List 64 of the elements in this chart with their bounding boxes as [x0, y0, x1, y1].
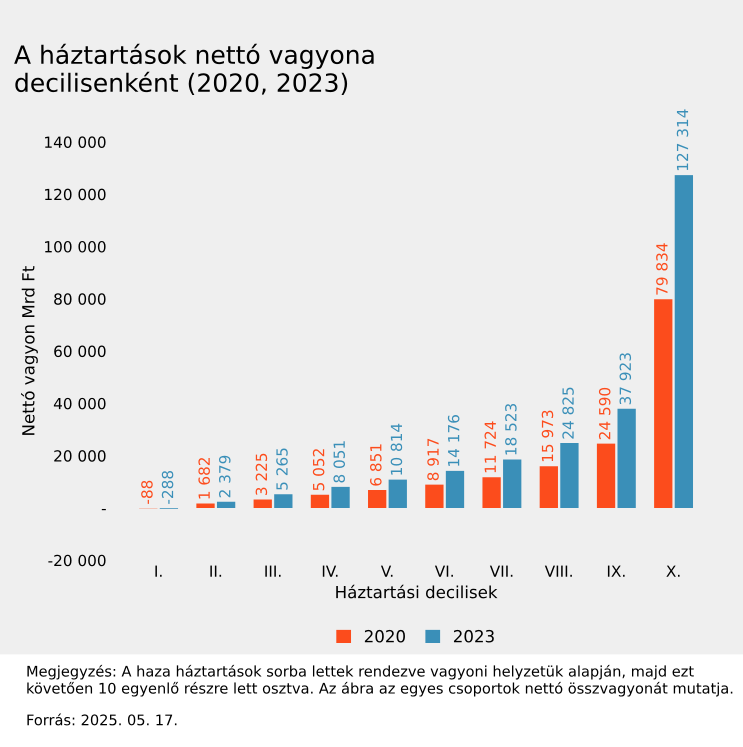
bar	[654, 299, 672, 508]
text: Forrás: 2025. 05. 17.	[27, 714, 176, 726]
bar	[596, 444, 616, 508]
data-label: 18 523	[505, 404, 517, 455]
data-label: 37 923	[620, 353, 632, 404]
y-axis-title: Nettó vagyon Mrd Ft	[21, 266, 38, 435]
x-tick-label: V.	[380, 566, 392, 577]
data-label: 14 176	[448, 415, 460, 466]
bar	[503, 460, 522, 508]
bar	[540, 466, 558, 508]
x-tick-label: VI.	[434, 566, 453, 577]
data-label: 2 379	[218, 456, 231, 498]
data-label: 24 590	[598, 388, 610, 440]
data-label: 15 973	[542, 410, 554, 462]
x-tick-label: III.	[265, 566, 281, 577]
bar	[310, 494, 330, 508]
x-tick-label: VIII.	[544, 566, 572, 577]
bar	[446, 470, 464, 508]
bar	[274, 494, 292, 508]
text: Megjegyzés: A haza háztartások sorba lettek rendezve vagyoni helyzetük alapján, majd ezt követően 10 egyenlő részre lett osztva. Az ábra az egyes csoportok nettó összvagyonát mutatja.	[27, 664, 732, 697]
data-label: 24 825	[562, 388, 574, 439]
bar	[388, 480, 407, 508]
data-label: 6 851	[370, 444, 382, 486]
bar	[368, 490, 386, 508]
bar	[331, 486, 350, 508]
data-label: 5 265	[276, 448, 288, 490]
y-tick-label: 20 000	[54, 450, 106, 462]
data-label: 3 225	[256, 454, 268, 496]
x-tick-label: II.	[210, 566, 222, 577]
legend-label: 2023	[454, 630, 494, 643]
y-tick-label: 60 000	[54, 346, 106, 358]
y-tick-label: 40 000	[54, 398, 106, 410]
chart-title: A háztartások nettó vagyona decilisenként (2020, 2023)	[14, 44, 374, 96]
bar	[674, 175, 694, 508]
y-tick-label: 140 000	[45, 136, 106, 148]
x-tick-label: VII.	[490, 566, 512, 577]
bar	[425, 484, 444, 508]
bar	[216, 502, 236, 508]
data-label: -288	[162, 470, 174, 504]
data-label: 79 834	[656, 243, 668, 295]
y-tick-label: 80 000	[54, 293, 106, 305]
y-tick-label: 120 000	[45, 188, 106, 200]
x-axis-title: Háztartási decilisek	[336, 584, 498, 598]
y-tick-label: 100 000	[45, 240, 106, 253]
y-tick-label: -	[102, 508, 106, 510]
data-label: 1 682	[198, 458, 210, 499]
data-label: 8 917	[427, 438, 439, 480]
bar	[617, 408, 636, 508]
data-label: 127 314	[676, 109, 688, 170]
bar	[560, 443, 579, 508]
x-tick-label: X.	[666, 566, 680, 577]
y-tick-label: -20 000	[48, 554, 106, 566]
data-label: 5 052	[312, 449, 324, 490]
legend-label: 2020	[364, 630, 405, 643]
bar	[482, 477, 501, 508]
data-label: 10 814	[390, 424, 402, 475]
data-label: -88	[141, 480, 153, 504]
x-tick-label: IV.	[322, 566, 338, 577]
x-tick-label: IX.	[608, 566, 625, 577]
bar	[254, 500, 272, 508]
bar	[196, 504, 215, 508]
data-label: 8 051	[333, 441, 345, 483]
x-tick-label: I.	[155, 566, 162, 577]
data-label: 11 724	[484, 421, 496, 472]
